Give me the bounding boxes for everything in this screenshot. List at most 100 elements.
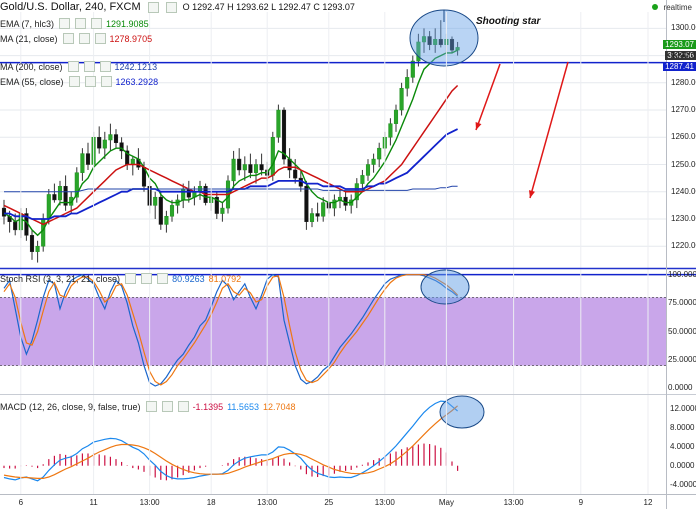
price-tick-label: 1300.00 [671,23,696,33]
candle-body [237,158,242,171]
legend-ma21[interactable]: MA (21, close) 1278.9705 [0,33,152,44]
candle-body [63,186,68,206]
legend-ma21-label: MA (21, close) [0,33,58,44]
macd-eye-icon[interactable] [145,401,157,412]
candle-body [242,164,247,171]
legend-stoch-k: 80.9263 [172,273,205,284]
candle-body [85,153,91,165]
candle-body [29,235,35,252]
stoch-tick-label: 0.0000 [668,383,693,393]
legend-ema55-value: 1263.2928 [115,76,159,87]
time-tick-label: May [438,498,454,507]
time-tick-label: 13:00 [139,498,160,507]
legend-macd-signal: 12.7048 [262,401,296,412]
macd-tick-label: 4.0000 [670,441,695,451]
candle-body [35,245,40,252]
shooting-star-annotation: Shooting star [476,16,541,27]
legend-ma200-value: 1242.1213 [114,61,158,72]
macd-tick-label: 0.0000 [670,460,695,470]
last-price-tag: 1293.07 [663,40,696,49]
ohlc-readout: O 1292.47 H 1293.62 L 1292.47 C 1293.07 [182,2,355,12]
legend-ma21-value: 1278.9705 [109,33,153,44]
level-price-tag: 1287.41 [663,62,696,71]
ma21-close-icon[interactable] [94,33,106,44]
macd-tick-label: 8.0000 [670,423,695,432]
legend-stoch[interactable]: Stoch RSI (3, 3, 21, 21, close) 80.9263 … [0,273,241,284]
macd-line [3,400,458,482]
ema7-line [3,49,458,237]
chart-header: Gold/U.S. Dollar, 240, FXCM O 1292.47 H … [0,1,355,13]
candle-body [130,158,135,165]
price-tick-label: 1260.00 [671,132,696,142]
legend-macd-hist: -1.1395 [192,401,224,412]
candle-body [388,123,393,138]
realtime-label: realtime [663,3,692,12]
candle-body [248,164,253,173]
settings-icon[interactable] [147,1,159,13]
red-arrow-short [475,63,501,131]
ma21-line [3,84,459,226]
realtime-status: realtime [652,3,692,12]
ema7-eye-icon[interactable] [59,18,71,29]
candle-body [421,36,427,43]
ma200-gear-icon[interactable] [83,61,95,72]
legend-ma200[interactable]: MA (200, close) 1242.1213 [0,61,157,72]
candle-body [57,186,63,201]
ma21-eye-icon[interactable] [62,33,74,44]
ma200-eye-icon[interactable] [67,61,79,72]
realtime-dot-icon [652,4,659,10]
candle-body [259,164,264,171]
ema7-gear-icon[interactable] [75,18,87,29]
ema55-gear-icon[interactable] [84,76,96,87]
candle-body [253,164,259,173]
candle-body [365,164,371,176]
candle-body [304,186,309,222]
symbol-title[interactable]: Gold/U.S. Dollar, 240, FXCM [0,1,141,13]
red-arrow-long-head [528,190,535,198]
legend-ema7[interactable]: EMA (7, hlc3) 1291.9085 [0,18,149,29]
candle-body [405,77,410,89]
candle-body [276,109,281,138]
legend-macd[interactable]: MACD (12, 26, close, 9, false, true) -1.… [0,401,296,412]
ema55-close-icon[interactable] [100,76,112,87]
price-tick-label: 1280.00 [671,77,696,87]
candle-body [220,207,225,214]
candle-body [315,213,320,217]
macd-close-icon[interactable] [177,401,189,412]
ema55-line [4,128,458,220]
stoch-close-icon[interactable] [157,273,169,284]
red-arrow-long [529,61,569,199]
candle-body [158,196,163,225]
time-tick-label: 13:00 [503,498,524,507]
ma21-gear-icon[interactable] [78,33,90,44]
candle-body [416,41,421,62]
ema55-eye-icon[interactable] [68,76,80,87]
legend-ema55-label: EMA (55, close) [0,76,64,87]
stoch-highlight [420,269,470,305]
stoch-eye-icon[interactable] [125,273,137,284]
candle-body [102,139,107,149]
ma200-close-icon[interactable] [99,61,111,72]
candle-body [281,109,287,160]
stoch-band [0,297,666,366]
close-icon[interactable] [165,1,177,13]
macd-gear-icon[interactable] [161,401,173,412]
legend-macd-value: 11.5653 [227,401,259,412]
legend-macd-label: MACD (12, 26, close, 9, false, true) [0,401,141,412]
ema7-close-icon[interactable] [91,18,103,29]
time-tick-label: 25 [324,498,334,507]
legend-ma200-label: MA (200, close) [0,61,63,72]
legend-stoch-d: 81.0792 [208,273,242,284]
macd-highlight [439,395,485,429]
macd-tick-label: -4.0000 [670,479,696,489]
signal-line [3,405,458,479]
time-tick-label: 6 [18,498,24,507]
legend-ema7-value: 1291.9085 [106,18,149,29]
price-tick-label: 1220.00 [671,241,696,251]
stoch-gear-icon[interactable] [141,273,153,284]
legend-ema55[interactable]: EMA (55, close) 1263.2928 [0,76,158,87]
price-pane [0,9,666,263]
time-tick-label: 18 [206,498,216,507]
